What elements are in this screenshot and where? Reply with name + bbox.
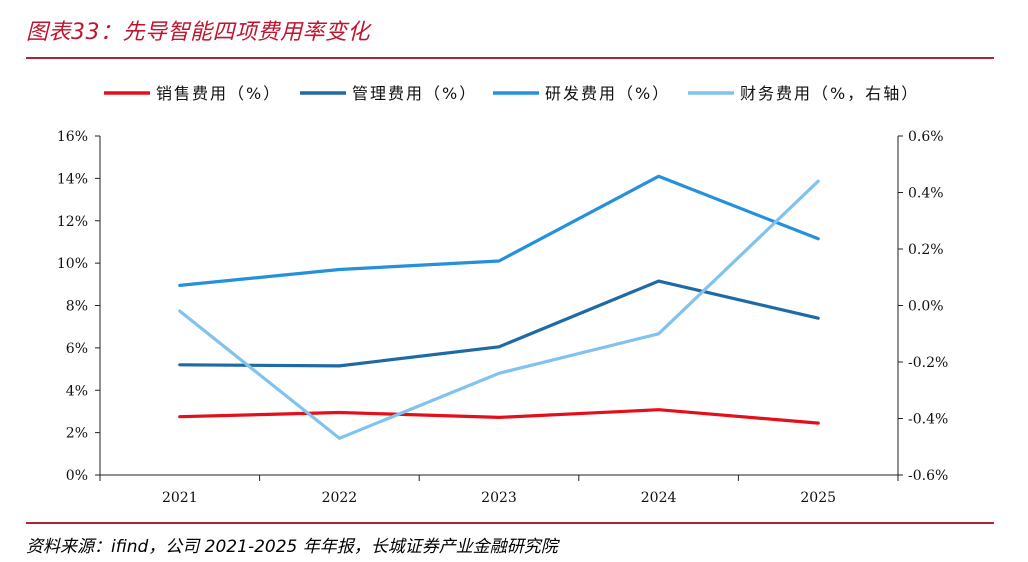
- title-divider: [26, 57, 994, 59]
- left-axis-tick-label: 8%: [66, 299, 88, 315]
- x-axis-tick-label: 2024: [641, 490, 677, 506]
- source-note: 资料来源：ifind，公司 2021-2025 年年报，长城证券产业金融研究院: [26, 537, 558, 557]
- chart-axes: 0% 2% 4% 6% 8% 10% 12% 14% 16% -0.6% -0.4% -0.2% 0.0…: [57, 129, 948, 506]
- x-axis-tick-label: 2023: [481, 490, 517, 506]
- legend-label: 研发费用（%）: [545, 84, 670, 103]
- left-axis-tick-label: 12%: [57, 214, 88, 230]
- chart-series: [178, 174, 820, 440]
- legend-label: 销售费用（%）: [156, 84, 281, 103]
- left-axis-tick-label: 0%: [66, 468, 88, 484]
- right-axis-tick-label: 0.4%: [908, 186, 944, 202]
- right-axis-tick-label: 0.0%: [908, 299, 944, 315]
- right-axis-tick-label: -0.6%: [908, 468, 948, 484]
- left-axis-tick-label: 16%: [57, 129, 88, 145]
- legend-label: 财务费用（%，右轴）: [740, 84, 919, 103]
- series-line-4: [178, 179, 820, 440]
- left-axis-tick-label: 10%: [57, 256, 88, 272]
- series-line-3: [178, 174, 820, 287]
- source-divider: [26, 522, 994, 524]
- left-axis-tick-label: 4%: [66, 383, 88, 399]
- figure-title: 图表33：先导智能四项费用率变化: [26, 20, 370, 45]
- chart-legend: 销售费用（%） 管理费用（%） 研发费用（%） 财务费用（%，右轴）: [104, 84, 919, 103]
- x-axis-tick-label: 2025: [800, 490, 836, 506]
- right-axis-tick-label: 0.2%: [908, 242, 944, 258]
- series-line-1: [178, 408, 820, 425]
- series-line-2: [178, 279, 820, 368]
- left-axis-tick-label: 2%: [66, 426, 88, 442]
- left-axis-tick-label: 14%: [57, 171, 88, 187]
- x-axis-tick-label: 2022: [322, 490, 358, 506]
- left-axis-tick-label: 6%: [66, 341, 88, 357]
- legend-label: 管理费用（%）: [352, 84, 477, 103]
- right-axis-tick-label: 0.6%: [908, 129, 944, 145]
- right-axis-tick-label: -0.2%: [908, 355, 948, 371]
- x-axis-tick-label: 2021: [162, 490, 198, 506]
- right-axis-tick-label: -0.4%: [908, 412, 948, 428]
